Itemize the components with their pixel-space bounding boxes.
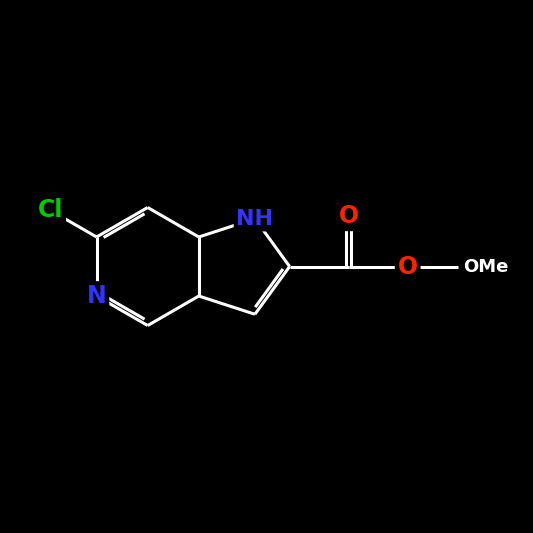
Text: NH: NH (237, 209, 273, 229)
Text: O: O (338, 204, 359, 228)
Text: O: O (398, 254, 418, 279)
Text: N: N (87, 284, 107, 308)
Text: OMe: OMe (463, 257, 508, 276)
Text: Cl: Cl (38, 198, 63, 222)
